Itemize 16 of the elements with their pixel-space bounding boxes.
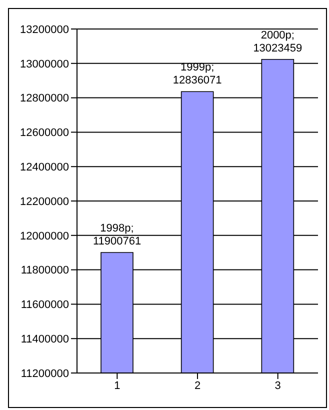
x-tick-label: 2 [194, 380, 201, 392]
y-tick-label: 12800000 [20, 92, 69, 105]
y-tick-label: 12000000 [20, 230, 69, 242]
y-tick-label: 13200000 [20, 24, 69, 36]
y-tick-label: 11400000 [20, 334, 69, 346]
x-tick-label: 3 [274, 380, 281, 392]
data-label: 1998р; 11900761 [92, 222, 142, 248]
y-tick-label: 12200000 [20, 196, 69, 208]
y-tick-label: 11800000 [20, 264, 69, 277]
y-tick-label: 12600000 [20, 127, 69, 140]
y-tick-label: 12400000 [20, 162, 69, 174]
data-label: 2000р; 13023459 [253, 29, 302, 54]
x-tick-label: 1 [114, 380, 120, 392]
y-tick-label: 11600000 [20, 299, 69, 312]
y-tick-label: 11200000 [20, 368, 69, 380]
y-tick-label: 13000000 [20, 58, 69, 70]
